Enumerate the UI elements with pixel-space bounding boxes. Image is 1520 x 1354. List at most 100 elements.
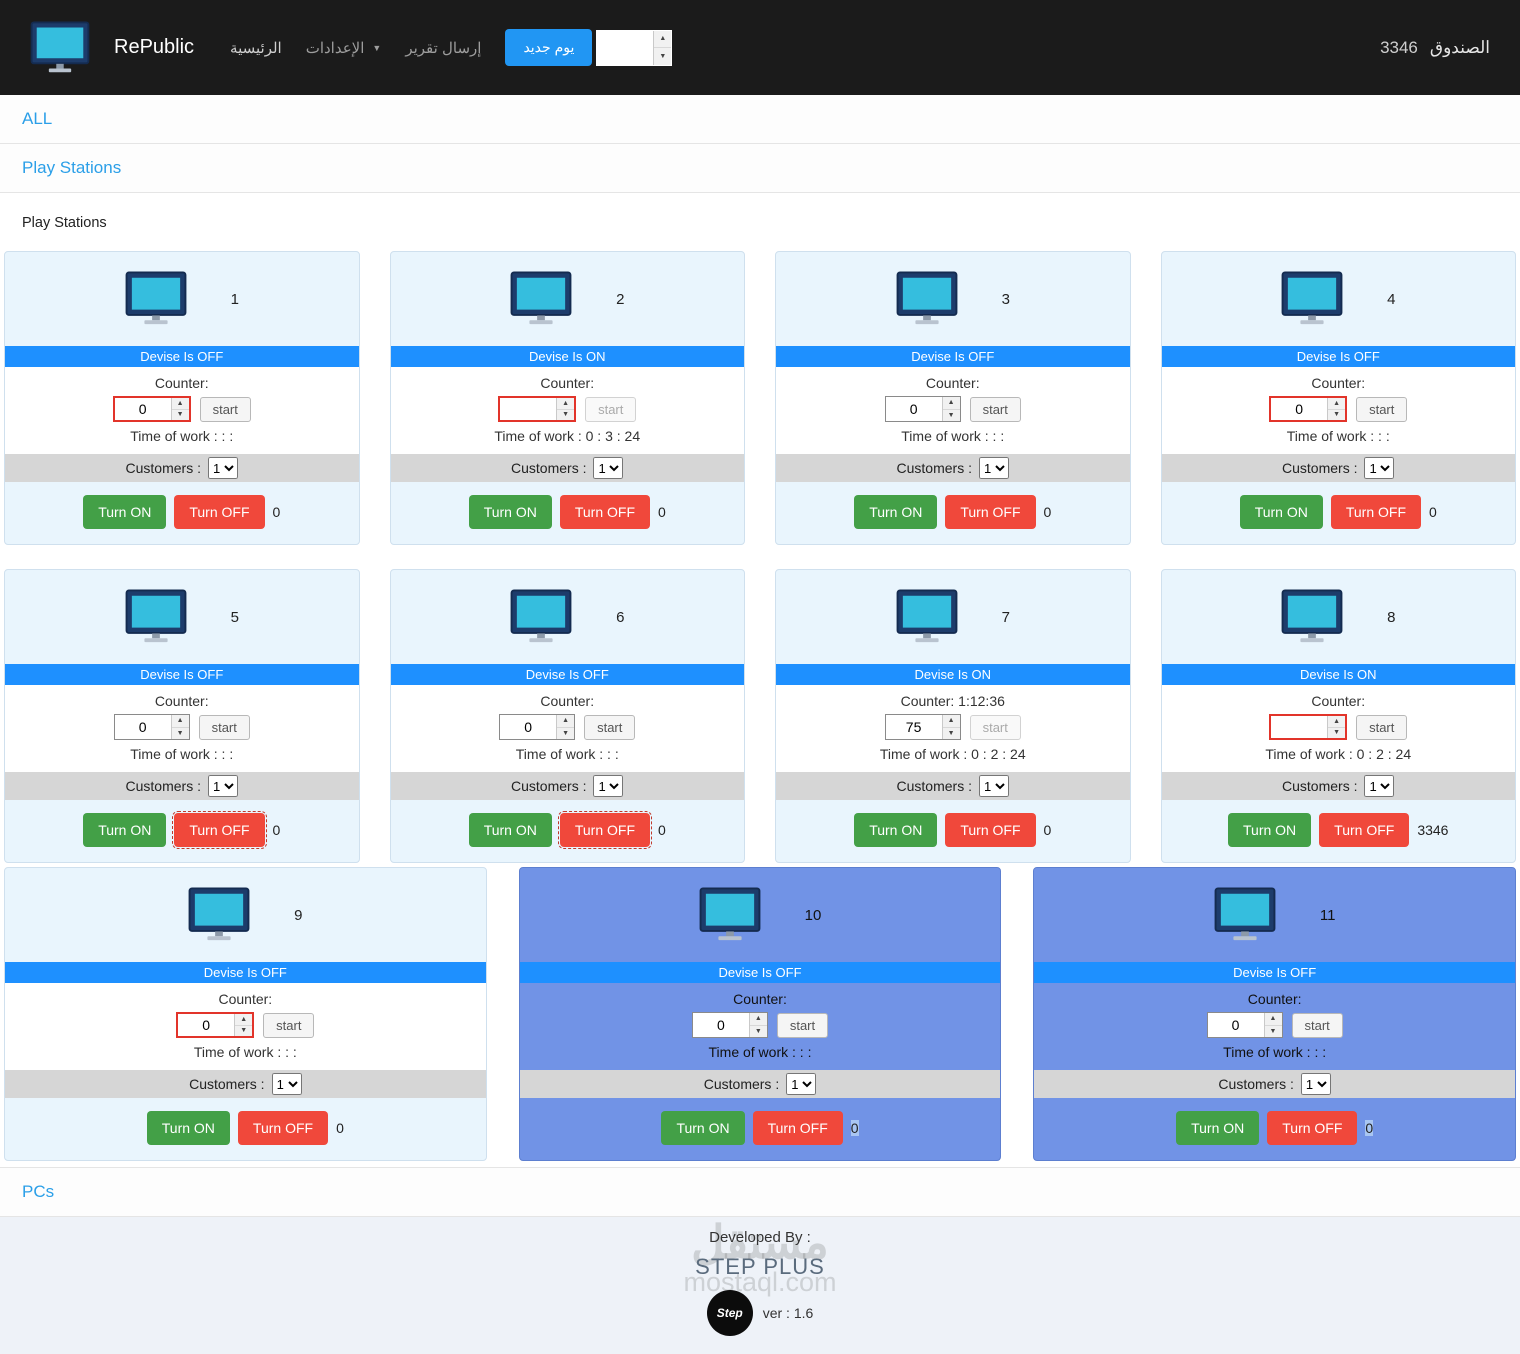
spinner-arrows[interactable]: ▲ ▼ — [170, 715, 189, 739]
counter-input[interactable] — [692, 1013, 749, 1037]
turn-off-button[interactable]: Turn OFF — [1267, 1111, 1358, 1145]
nav-link-home[interactable]: الرئيسية — [230, 39, 282, 57]
spinner-up-icon[interactable]: ▲ — [235, 1014, 253, 1026]
spinner-down-icon[interactable]: ▼ — [562, 729, 570, 737]
spinner-down-icon[interactable]: ▼ — [176, 411, 184, 419]
turn-on-button[interactable]: Turn ON — [83, 813, 167, 847]
counter-input[interactable] — [500, 398, 557, 420]
turn-on-button[interactable]: Turn ON — [146, 1111, 230, 1145]
counter-input[interactable] — [885, 715, 942, 739]
turn-off-button[interactable]: Turn OFF — [174, 495, 265, 529]
spinner-arrows[interactable]: ▲ ▼ — [748, 1013, 767, 1037]
spinner-up-icon[interactable]: ▲ — [1264, 1013, 1282, 1026]
customers-select[interactable]: 1 — [207, 457, 238, 479]
spinner-down-icon[interactable]: ▼ — [1333, 729, 1341, 737]
nav-link-send-report[interactable]: إرسال تقرير — [405, 39, 482, 57]
turn-off-button[interactable]: Turn OFF — [1330, 495, 1421, 529]
customers-select[interactable]: 1 — [271, 1073, 302, 1095]
spinner-arrows[interactable]: ▲ ▼ — [653, 30, 672, 65]
section-pcs[interactable]: PCs — [0, 1167, 1520, 1217]
spinner-down-icon[interactable]: ▼ — [754, 1027, 762, 1035]
spinner-up-icon[interactable]: ▲ — [1328, 716, 1346, 728]
spinner-down-icon[interactable]: ▼ — [1269, 1027, 1277, 1035]
spinner-down-icon[interactable]: ▼ — [176, 729, 184, 737]
customers-select[interactable]: 1 — [978, 775, 1009, 797]
section-play-stations[interactable]: Play Stations — [0, 144, 1520, 193]
start-button[interactable]: start — [1291, 1012, 1343, 1038]
turn-on-button[interactable]: Turn ON — [468, 495, 552, 529]
counter-input[interactable] — [500, 715, 557, 739]
spinner-up-icon[interactable]: ▲ — [654, 31, 672, 48]
start-button[interactable]: start — [1356, 714, 1408, 740]
spinner-arrows[interactable]: ▲ ▼ — [234, 1014, 253, 1036]
counter-input[interactable] — [1271, 398, 1328, 420]
turn-off-button[interactable]: Turn OFF — [945, 813, 1036, 847]
start-button[interactable]: start — [199, 396, 251, 422]
counter-input[interactable] — [1207, 1013, 1264, 1037]
customers-select[interactable]: 1 — [1364, 457, 1395, 479]
spinner-arrows[interactable]: ▲ ▼ — [941, 397, 960, 421]
spinner-up-icon[interactable]: ▲ — [942, 715, 960, 728]
spinner-down-icon[interactable]: ▼ — [1333, 411, 1341, 419]
start-button[interactable]: start — [969, 396, 1021, 422]
start-button[interactable]: start — [776, 1012, 829, 1038]
turn-off-button[interactable]: Turn OFF — [172, 811, 267, 849]
counter-input[interactable] — [178, 1014, 235, 1036]
start-button[interactable]: start — [584, 714, 636, 740]
brand-name[interactable]: RePublic — [114, 36, 195, 58]
turn-on-button[interactable]: Turn ON — [1228, 813, 1312, 847]
turn-on-button[interactable]: Turn ON — [1239, 495, 1323, 529]
nav-link-settings[interactable]: الإعدادات ▼ — [306, 39, 382, 57]
turn-off-button[interactable]: Turn OFF — [752, 1111, 843, 1145]
navbar-counter-input[interactable] — [597, 30, 654, 65]
spinner-up-icon[interactable]: ▲ — [557, 398, 575, 410]
spinner-up-icon[interactable]: ▲ — [171, 398, 189, 410]
counter-input[interactable] — [1271, 716, 1328, 738]
customers-select[interactable]: 1 — [786, 1073, 817, 1095]
spinner-down-icon[interactable]: ▼ — [240, 1027, 248, 1035]
spinner-down-icon[interactable]: ▼ — [659, 52, 667, 60]
spinner-down-icon[interactable]: ▼ — [947, 729, 955, 737]
spinner-arrows[interactable]: ▲ ▼ — [1327, 716, 1346, 738]
spinner-arrows[interactable]: ▲ ▼ — [1263, 1013, 1282, 1037]
spinner-arrows[interactable]: ▲ ▼ — [170, 398, 189, 420]
turn-off-button[interactable]: Turn OFF — [559, 495, 650, 529]
spinner-down-icon[interactable]: ▼ — [562, 411, 570, 419]
section-all[interactable]: ALL — [0, 95, 1520, 144]
turn-on-button[interactable]: Turn ON — [468, 813, 552, 847]
start-button[interactable]: start — [585, 396, 637, 422]
start-button[interactable]: start — [969, 714, 1021, 740]
customers-select[interactable]: 1 — [978, 457, 1009, 479]
turn-on-button[interactable]: Turn ON — [1176, 1111, 1260, 1145]
counter-input[interactable] — [114, 715, 171, 739]
turn-on-button[interactable]: Turn ON — [83, 495, 167, 529]
spinner-up-icon[interactable]: ▲ — [171, 715, 189, 728]
customers-select[interactable]: 1 — [1300, 1073, 1331, 1095]
spinner-arrows[interactable]: ▲ ▼ — [1327, 398, 1346, 420]
new-day-button[interactable]: يوم جديد — [505, 29, 593, 66]
start-button[interactable]: start — [1356, 396, 1408, 422]
turn-off-button[interactable]: Turn OFF — [557, 811, 653, 849]
spinner-arrows[interactable]: ▲ ▼ — [556, 398, 575, 420]
spinner-arrows[interactable]: ▲ ▼ — [941, 715, 960, 739]
turn-off-button[interactable]: Turn OFF — [945, 495, 1036, 529]
start-button[interactable]: start — [263, 1012, 315, 1038]
spinner-up-icon[interactable]: ▲ — [557, 715, 575, 728]
spinner-up-icon[interactable]: ▲ — [1328, 398, 1346, 410]
spinner-up-icon[interactable]: ▲ — [749, 1013, 767, 1026]
turn-on-button[interactable]: Turn ON — [661, 1111, 745, 1145]
turn-on-button[interactable]: Turn ON — [854, 495, 938, 529]
counter-input[interactable] — [114, 398, 171, 420]
start-button[interactable]: start — [198, 714, 250, 740]
spinner-down-icon[interactable]: ▼ — [947, 411, 955, 419]
spinner-arrows[interactable]: ▲ ▼ — [556, 715, 575, 739]
spinner-up-icon[interactable]: ▲ — [942, 397, 960, 410]
customers-select[interactable]: 1 — [1364, 775, 1395, 797]
customers-select[interactable]: 1 — [593, 457, 624, 479]
turn-off-button[interactable]: Turn OFF — [1319, 813, 1410, 847]
turn-off-button[interactable]: Turn OFF — [237, 1111, 329, 1145]
customers-select[interactable]: 1 — [593, 775, 624, 797]
customers-select[interactable]: 1 — [207, 775, 238, 797]
turn-on-button[interactable]: Turn ON — [854, 813, 938, 847]
counter-input[interactable] — [885, 397, 942, 421]
